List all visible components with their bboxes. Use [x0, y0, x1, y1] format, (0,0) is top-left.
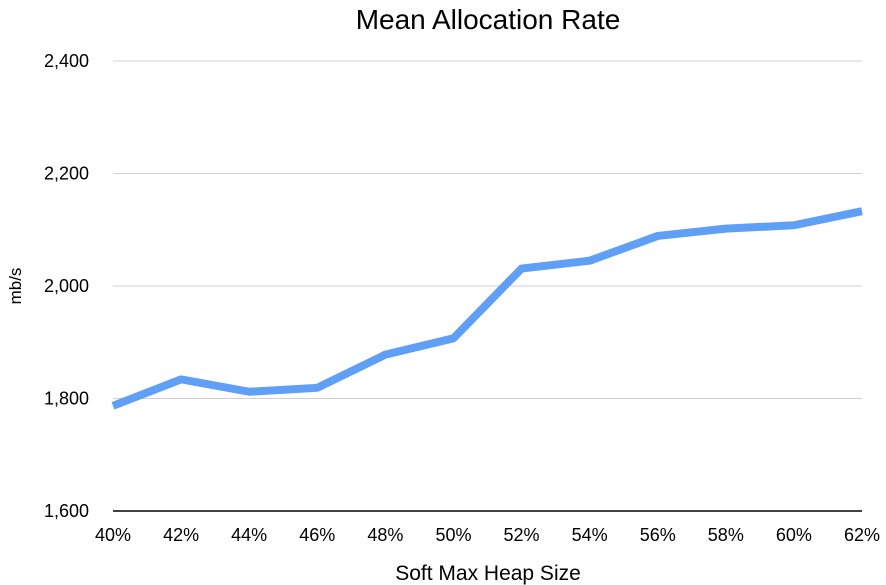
x-tick-label: 46%	[299, 525, 335, 545]
x-axis-ticks: 40% 42% 44% 46% 48% 50% 52% 54% 56% 58% 60% 62%	[95, 525, 880, 545]
x-tick-label: 44%	[231, 525, 267, 545]
chart-title: Mean Allocation Rate	[356, 4, 621, 35]
x-tick-label: 54%	[572, 525, 608, 545]
x-tick-label: 40%	[95, 525, 131, 545]
x-tick-label: 52%	[504, 525, 540, 545]
x-axis-label: Soft Max Heap Size	[395, 562, 581, 585]
gridlines	[113, 60, 862, 512]
y-axis-label: mb/s	[6, 268, 25, 305]
x-tick-label: 48%	[367, 525, 403, 545]
x-tick-label: 58%	[708, 525, 744, 545]
y-tick-label: 2,200	[44, 164, 89, 184]
y-tick-label: 2,000	[44, 276, 89, 296]
series-line	[111, 207, 863, 410]
series-layer	[111, 207, 863, 410]
y-tick-label: 1,800	[44, 389, 89, 409]
y-tick-label: 1,600	[44, 501, 89, 521]
x-tick-label: 62%	[844, 525, 880, 545]
y-tick-label: 2,400	[44, 51, 89, 71]
y-axis-ticks: 1,600 1,800 2,000 2,200 2,400	[44, 51, 89, 521]
x-tick-label: 50%	[435, 525, 471, 545]
x-tick-label: 60%	[776, 525, 812, 545]
x-tick-label: 42%	[163, 525, 199, 545]
x-tick-label: 56%	[640, 525, 676, 545]
